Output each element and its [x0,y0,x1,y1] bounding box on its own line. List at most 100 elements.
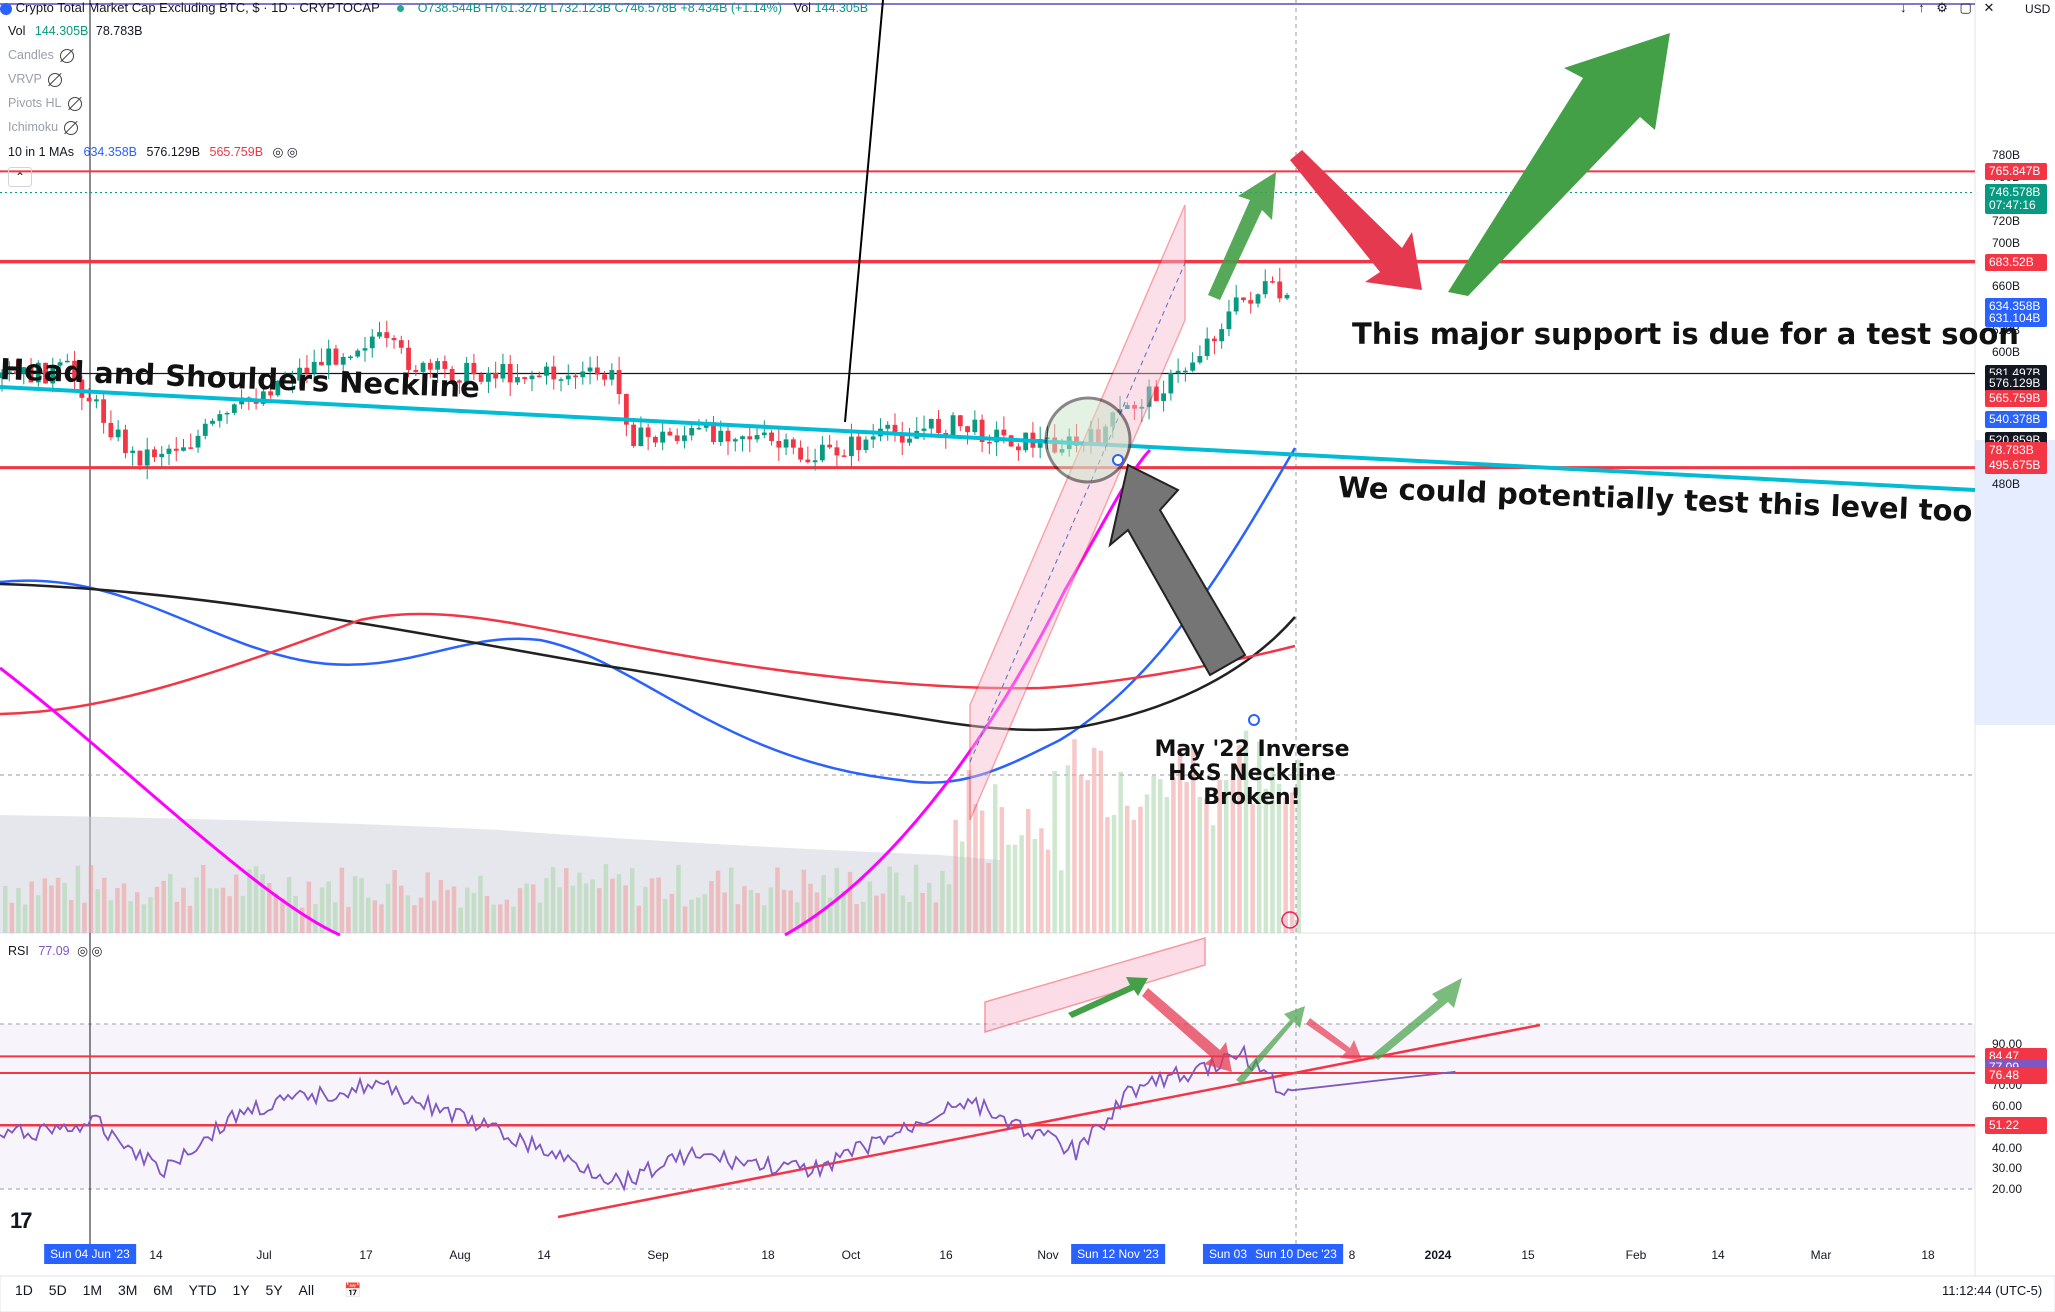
volume-bar [742,886,747,933]
indicator-candles[interactable]: Candles [8,48,74,63]
volume-bar [901,896,906,933]
volume-bar [373,900,378,933]
volume-bar [914,865,919,933]
candle-body [1205,339,1210,356]
volume-bar [1211,825,1216,933]
candle-body [1248,300,1253,304]
tf-all-button[interactable]: All [299,1282,315,1298]
volume-bar [769,887,774,933]
settings-icon[interactable]: ◎ ◎ [77,944,102,958]
candle-body [1198,356,1203,362]
volume-bar [986,863,991,933]
volume-bar [755,893,760,933]
currency-label[interactable]: USD [2025,2,2050,16]
tf-ytd-button[interactable]: YTD [189,1282,217,1298]
volume-bar [241,896,246,933]
volume-bar [247,869,252,933]
hidden-eye-icon[interactable] [60,49,74,63]
hidden-eye-icon[interactable] [48,73,62,87]
volume-bar [498,904,503,933]
volume-bar [894,872,899,933]
volume-bar [604,864,609,933]
candle-body [646,428,651,437]
volume-bar [1013,845,1018,933]
volume-bar [1046,850,1051,933]
tf-6m-button[interactable]: 6M [153,1282,172,1298]
price-tick-label: 660B [1992,279,2020,293]
candle-body [377,332,382,336]
volume-bar [458,908,463,933]
candle-body [522,377,527,379]
rsi-tag: 76.48 [1985,1067,2047,1084]
volume-bar [82,903,87,933]
candle-body [559,379,564,381]
rsi-tick-label: 40.00 [1992,1141,2022,1155]
candle-body [653,437,658,443]
volume-bar [201,865,206,933]
volume-bar [689,900,694,933]
volume-bar [76,866,81,933]
tf-3m-button[interactable]: 3M [118,1282,137,1298]
hidden-eye-icon[interactable] [64,121,78,135]
candle-body [791,439,796,447]
candle-body [181,447,186,450]
candle-body [740,436,745,439]
rsi-legend[interactable]: RSI 77.09 ◎ ◎ [8,943,102,958]
volume-bar [1118,772,1123,933]
volume-bar [1006,845,1011,933]
candle-body [1219,329,1224,341]
settings-icon[interactable]: ◎ ◎ [273,145,298,159]
candle-body [232,404,237,413]
arrow-down-icon[interactable]: ↓ [1900,0,1907,15]
candle-body [1176,371,1181,373]
price-tag: 565.759B [1985,390,2047,407]
indicator-pivots[interactable]: Pivots HL [8,96,82,111]
tf-5y-button[interactable]: 5Y [266,1282,283,1298]
tf-1y-button[interactable]: 1Y [233,1282,250,1298]
volume-bar [524,884,529,933]
calendar-icon[interactable]: 📅 [344,1282,361,1299]
annotation-inverse-hs[interactable]: May '22 Inverse H&S Neckline Broken! [1142,738,1362,810]
maximize-icon[interactable]: ▢ [1960,0,1972,15]
collapse-legend-button[interactable]: ⌃ [8,167,32,187]
indicator-ichimoku[interactable]: Ichimoku [8,120,78,135]
candle-body [145,449,150,465]
volume-bar [676,865,681,933]
volume-bar [874,896,879,933]
volume-bar [194,877,199,933]
time-tick-label: 2024 [1425,1248,1452,1262]
rsi-tick-label: 60.00 [1992,1099,2022,1113]
candle-body [392,338,397,340]
volume-bar [749,890,754,933]
tradingview-logo[interactable]: 17 [10,1208,30,1234]
volume-bar [478,876,483,933]
volume-bar [452,886,457,933]
candle-body [152,449,157,457]
candle-body [138,451,143,466]
indicator-vrvp[interactable]: VRVP [8,72,62,87]
candle-body [638,428,643,447]
time-tick-label: 18 [761,1248,774,1262]
volume-bar [973,804,978,933]
candle-body [805,460,810,463]
candle-body [217,414,222,421]
tf-1d-button[interactable]: 1D [15,1282,33,1298]
volume-bar [472,893,477,933]
annotation-support[interactable]: This major support is due for a test soo… [1352,317,2019,351]
candle-body [762,433,767,436]
volume-bar [142,904,147,933]
arrow-up-icon[interactable]: ↑ [1918,0,1925,15]
close-icon[interactable]: ✕ [1983,0,1994,15]
ma-legend-row[interactable]: 10 in 1 MAs 634.358B 576.129B 565.759B ◎… [8,144,298,159]
tf-5d-button[interactable]: 5D [49,1282,67,1298]
volume-bar [465,888,470,933]
candle-body [1270,281,1275,283]
vol-label[interactable]: Vol [8,24,25,38]
settings-icon[interactable]: ⚙ [1936,0,1948,15]
tf-1m-button[interactable]: 1M [83,1282,102,1298]
hidden-eye-icon[interactable] [68,97,82,111]
symbol-title[interactable]: Crypto Total Market Cap Excluding BTC, $… [16,0,380,15]
volume-bar [551,867,556,933]
candle-body [936,419,941,433]
